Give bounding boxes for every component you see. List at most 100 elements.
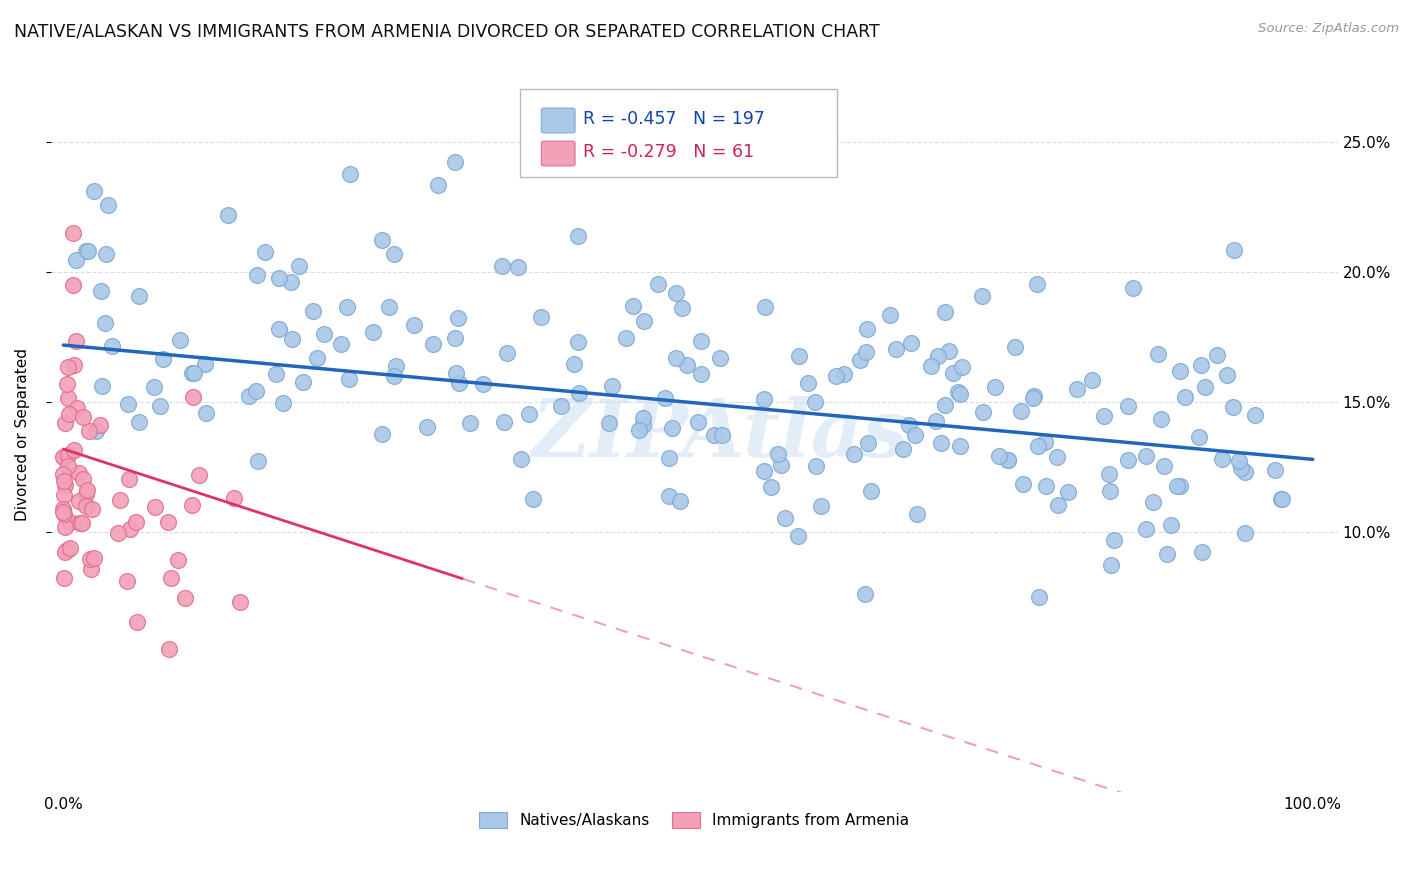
Point — [246, 268, 269, 282]
Point — [769, 458, 792, 472]
Text: Source: ZipAtlas.com: Source: ZipAtlas.com — [1258, 22, 1399, 36]
Point — [988, 449, 1011, 463]
Point — [949, 439, 972, 453]
Point — [600, 378, 623, 392]
Point — [824, 368, 846, 383]
Point — [654, 391, 676, 405]
Point — [796, 376, 818, 390]
Point — [222, 491, 245, 505]
Point — [337, 371, 360, 385]
Point — [79, 424, 101, 438]
Point — [860, 484, 883, 499]
Point — [67, 493, 90, 508]
Point — [927, 349, 949, 363]
Point — [1025, 277, 1047, 291]
Point — [1244, 408, 1267, 422]
Point — [173, 591, 195, 605]
Point — [416, 420, 439, 434]
Point — [665, 286, 688, 301]
Point — [627, 423, 650, 437]
Text: R = -0.457   N = 197: R = -0.457 N = 197 — [583, 110, 765, 128]
Point — [495, 345, 517, 359]
Point — [77, 244, 100, 259]
Point — [339, 167, 361, 181]
Point — [773, 511, 796, 525]
Y-axis label: Divorced or Separated: Divorced or Separated — [15, 348, 30, 521]
Point — [330, 337, 353, 351]
Point — [84, 424, 107, 438]
Point — [62, 359, 84, 373]
Point — [80, 562, 103, 576]
Point — [879, 308, 901, 322]
Point — [949, 386, 972, 401]
Point — [1035, 479, 1057, 493]
Point — [1168, 364, 1191, 378]
Point — [93, 316, 115, 330]
Point — [690, 367, 713, 381]
Point — [920, 359, 942, 373]
Point — [1188, 430, 1211, 444]
Point — [686, 415, 709, 429]
Point — [80, 502, 103, 516]
Point — [1189, 359, 1212, 373]
Point — [53, 416, 76, 430]
Point — [70, 516, 93, 531]
Point — [856, 321, 879, 335]
Point — [1010, 404, 1032, 418]
Point — [181, 499, 204, 513]
Point — [385, 359, 408, 373]
Point — [361, 325, 384, 339]
Point — [142, 380, 165, 394]
Point — [1092, 409, 1115, 424]
Point — [598, 416, 620, 430]
Point — [125, 615, 148, 629]
Point — [128, 289, 150, 303]
Point — [62, 442, 84, 457]
Point — [510, 451, 533, 466]
Point — [530, 310, 553, 324]
Point — [832, 367, 855, 381]
Point — [787, 349, 810, 363]
Point — [371, 426, 394, 441]
Point — [1135, 522, 1157, 536]
Point — [855, 344, 877, 359]
Point — [447, 310, 470, 325]
Point — [292, 375, 315, 389]
Point — [72, 410, 94, 425]
Point — [752, 464, 775, 478]
Point — [1081, 373, 1104, 387]
Point — [934, 398, 956, 412]
Point — [1024, 389, 1046, 403]
Point — [934, 305, 956, 319]
Point — [631, 410, 654, 425]
Point — [382, 369, 405, 384]
Point — [1028, 439, 1050, 453]
Point — [267, 271, 290, 285]
Point — [1160, 517, 1182, 532]
Legend: Natives/Alaskans, Immigrants from Armenia: Natives/Alaskans, Immigrants from Armeni… — [474, 806, 915, 834]
Point — [631, 418, 654, 433]
Point — [1227, 454, 1250, 468]
Point — [491, 259, 513, 273]
Point — [280, 275, 302, 289]
Point — [66, 401, 89, 415]
Point — [91, 379, 114, 393]
Point — [117, 472, 139, 486]
Point — [115, 574, 138, 588]
Point — [856, 436, 879, 450]
Point — [371, 233, 394, 247]
Point — [506, 260, 529, 274]
Point — [621, 299, 644, 313]
Point — [1233, 525, 1256, 540]
Point — [1156, 548, 1178, 562]
Point — [460, 416, 482, 430]
Point — [1028, 590, 1050, 604]
Point — [938, 343, 960, 358]
Point — [305, 351, 328, 365]
Point — [59, 541, 82, 555]
Point — [269, 322, 291, 336]
Point — [302, 304, 325, 318]
Point — [1021, 391, 1043, 405]
Point — [711, 428, 734, 442]
Point — [550, 399, 572, 413]
